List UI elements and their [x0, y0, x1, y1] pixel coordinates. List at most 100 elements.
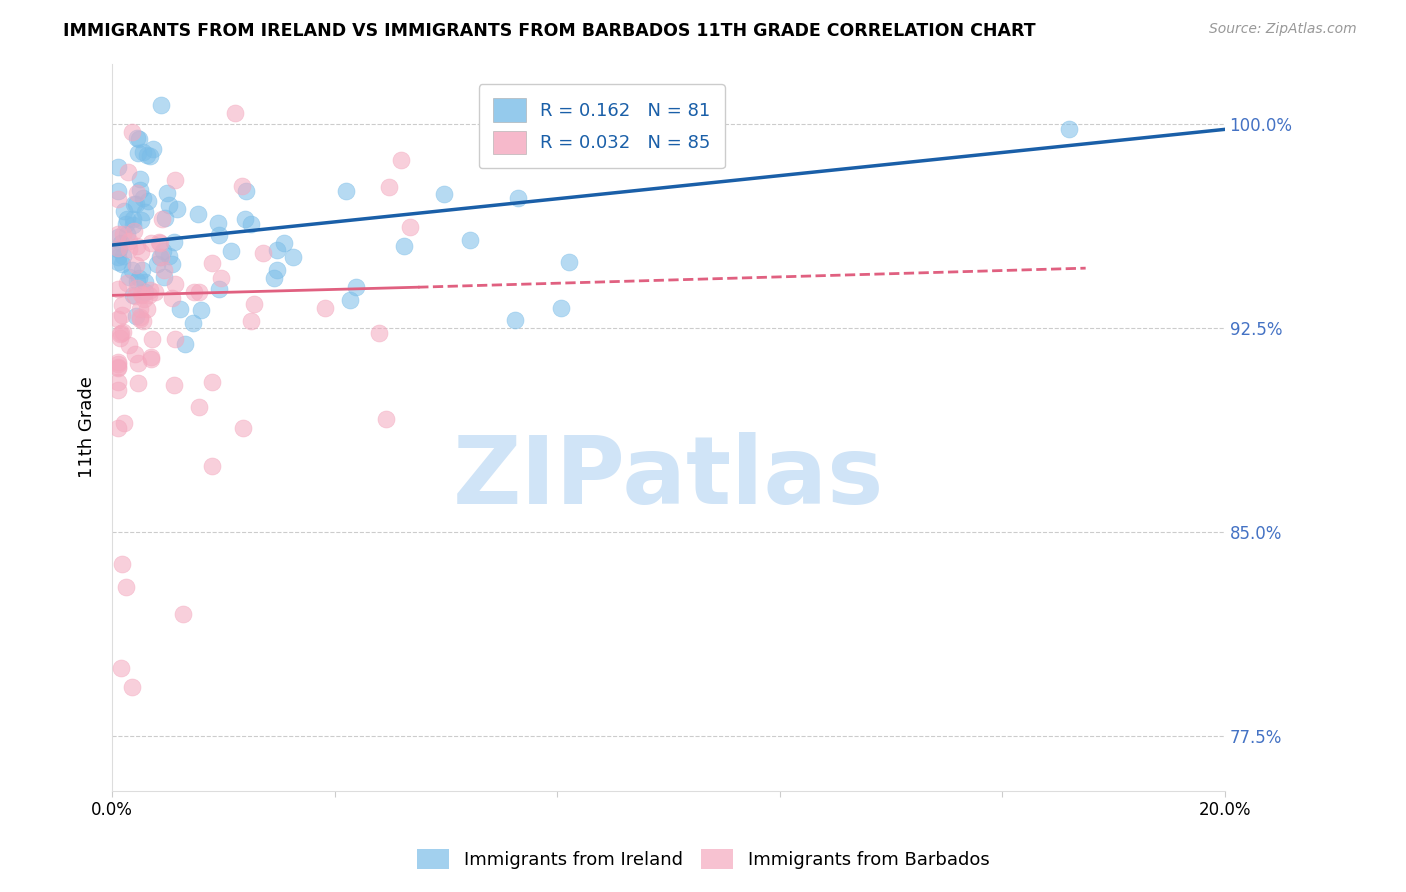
Point — [127, 186, 149, 200]
Point — [266, 263, 288, 277]
Point — [368, 326, 391, 341]
Point — [1057, 122, 1080, 136]
Point — [107, 357, 129, 371]
Point — [118, 270, 141, 285]
Point — [263, 270, 285, 285]
Point — [128, 301, 150, 316]
Point — [112, 416, 135, 430]
Text: ZIPatlas: ZIPatlas — [453, 433, 884, 524]
Point — [127, 239, 149, 253]
Point — [153, 263, 176, 277]
Point — [124, 288, 146, 302]
Point — [273, 236, 295, 251]
Point — [128, 172, 150, 186]
Point — [187, 285, 209, 299]
Point — [128, 270, 150, 285]
Point — [201, 458, 224, 473]
Point — [122, 224, 145, 238]
Point — [107, 359, 129, 374]
Point — [165, 173, 187, 187]
Point — [127, 281, 149, 295]
Point — [550, 301, 572, 315]
Point — [112, 203, 135, 218]
Point — [558, 255, 581, 269]
Point — [127, 356, 149, 370]
Text: Source: ZipAtlas.com: Source: ZipAtlas.com — [1209, 22, 1357, 37]
Point — [117, 243, 139, 257]
Point — [111, 249, 134, 263]
Point — [152, 212, 174, 227]
Point — [149, 250, 172, 264]
Point — [108, 326, 131, 341]
Point — [121, 263, 143, 277]
Point — [235, 184, 257, 198]
Point — [136, 194, 159, 208]
Point — [554, 133, 576, 147]
Point — [125, 310, 148, 324]
Point — [111, 557, 134, 571]
Point — [141, 236, 163, 251]
Legend: R = 0.162   N = 81, R = 0.032   N = 85: R = 0.162 N = 81, R = 0.032 N = 85 — [478, 84, 725, 169]
Point — [162, 257, 184, 271]
Point — [110, 326, 132, 341]
Point — [107, 242, 129, 256]
Point — [148, 235, 170, 249]
Point — [181, 316, 204, 330]
Point — [121, 680, 143, 694]
Point — [125, 258, 148, 272]
Point — [152, 269, 174, 284]
Point — [122, 287, 145, 301]
Point — [146, 257, 169, 271]
Point — [107, 311, 129, 326]
Point — [135, 148, 157, 162]
Point — [143, 285, 166, 299]
Point — [134, 292, 156, 306]
Point — [107, 242, 129, 256]
Point — [129, 183, 152, 197]
Point — [506, 191, 529, 205]
Point — [111, 325, 134, 339]
Point — [117, 276, 139, 290]
Point — [150, 97, 173, 112]
Point — [139, 284, 162, 298]
Point — [190, 303, 212, 318]
Point — [159, 249, 181, 263]
Point — [128, 312, 150, 326]
Point — [107, 250, 129, 264]
Point — [163, 277, 186, 291]
Point — [134, 205, 156, 219]
Point — [314, 301, 336, 315]
Point — [221, 244, 243, 258]
Point — [111, 298, 134, 312]
Point — [152, 244, 174, 259]
Point — [111, 257, 134, 271]
Point — [124, 347, 146, 361]
Point — [433, 186, 456, 201]
Point — [201, 256, 224, 270]
Point — [127, 376, 149, 391]
Point — [266, 243, 288, 257]
Point — [131, 288, 153, 302]
Point — [111, 308, 134, 322]
Point — [374, 412, 396, 426]
Point — [207, 216, 229, 230]
Point — [107, 255, 129, 269]
Point — [125, 131, 148, 145]
Point — [208, 282, 231, 296]
Point — [129, 310, 152, 324]
Legend: Immigrants from Ireland, Immigrants from Barbados: Immigrants from Ireland, Immigrants from… — [408, 839, 998, 879]
Point — [166, 202, 188, 216]
Point — [107, 160, 129, 174]
Point — [281, 250, 304, 264]
Point — [107, 421, 129, 435]
Point — [335, 184, 357, 198]
Point — [139, 149, 162, 163]
Point — [131, 245, 153, 260]
Point — [108, 331, 131, 345]
Point — [132, 314, 155, 328]
Point — [172, 607, 194, 621]
Point — [163, 332, 186, 346]
Point — [134, 285, 156, 300]
Point — [240, 217, 263, 231]
Point — [107, 361, 129, 376]
